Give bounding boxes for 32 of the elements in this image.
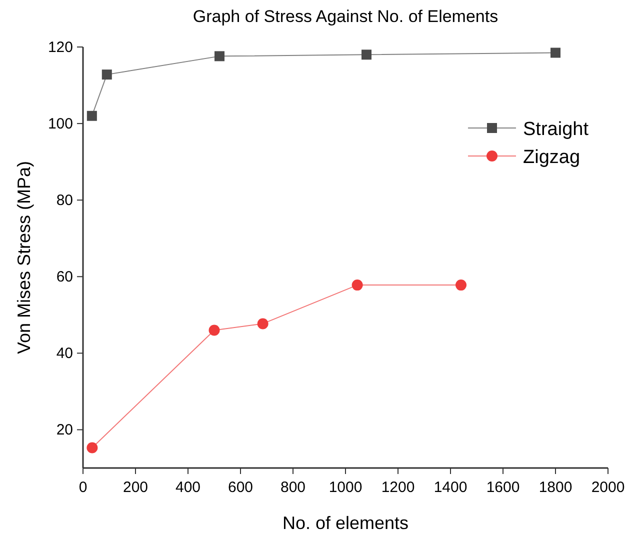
x-axis-title: No. of elements [282,513,409,533]
y-axis-title: Von Mises Stress (MPa) [14,160,34,354]
x-tick-label: 1400 [434,479,468,496]
y-tick-label: 40 [56,345,73,362]
point [86,442,98,454]
legend-label: Zigzag [523,147,580,168]
y-tick-label: 20 [56,422,73,439]
y-tick-label: 120 [48,39,73,56]
legend-label: Straight [523,119,590,140]
x-tick-label: 1800 [538,479,572,496]
x-tick-label: 2000 [591,479,625,496]
x-tick-label: 400 [175,479,201,496]
point [550,48,560,58]
x-tick-label: 200 [122,479,148,496]
x-tick-label: 1000 [328,479,362,496]
point [86,110,97,121]
y-tick-label: 60 [56,268,73,286]
point [456,280,466,291]
y-tick-label: 80 [56,192,73,210]
x-tick-label: 1200 [381,479,415,496]
y-tick-label: 100 [48,116,73,133]
point [362,50,372,60]
chart-title: Graph of Stress Against No. of Elements [192,7,498,26]
point [257,318,268,330]
x-tick-label: 800 [280,479,306,496]
x-tick-label: 600 [228,479,254,496]
point [214,51,224,62]
point [352,280,363,291]
x-tick-label: 0 [78,479,88,496]
point [208,324,220,336]
point [102,70,112,80]
x-tick-label: 1600 [486,479,520,496]
